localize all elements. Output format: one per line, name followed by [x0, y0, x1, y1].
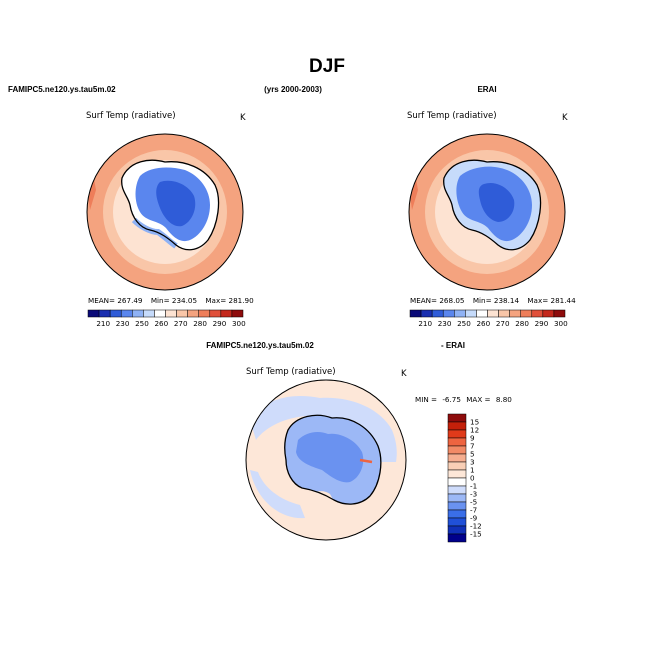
colorbar-tick-label: 9: [470, 434, 475, 443]
colorbar-tick-label: 210: [418, 319, 432, 328]
colorbar-swatch: [447, 501, 467, 511]
colorbar-swatch: [209, 309, 222, 318]
colorbar-swatch: [109, 309, 122, 318]
colorbar-swatch: [420, 309, 433, 318]
colorbar-swatch: [531, 309, 544, 318]
colorbar-tick-label: 260: [154, 319, 168, 328]
colorbar-tick-label: 290: [535, 319, 549, 328]
colorbar-swatch: [154, 309, 166, 318]
colorbar-swatch: [143, 309, 155, 318]
colorbar-swatch: [520, 309, 533, 318]
colorbar-tick-label: 290: [213, 319, 227, 328]
header-years: (yrs 2000-2003): [264, 85, 322, 94]
colorbar-tick-label: 3: [470, 458, 475, 467]
colorbar-swatch: [231, 309, 244, 318]
panel-erai-map: [408, 133, 566, 291]
colorbar-tick-label: 280: [193, 319, 207, 328]
colorbar-swatch: [553, 309, 566, 318]
colorbar-swatch: [447, 413, 467, 423]
header-model-name: FAMIPC5.ne120.ys.tau5m.02: [8, 85, 116, 94]
colorbar-swatch: [98, 309, 111, 318]
panel-diff-map: [245, 379, 407, 541]
colorbar-swatch: [120, 309, 133, 318]
colorbar-swatch: [447, 533, 467, 543]
figure-title: DJF: [309, 56, 345, 77]
colorbar-tick-label: 0: [470, 474, 475, 483]
header-diff-obs: - ERAI: [441, 341, 465, 350]
panel-diff-variable: Surf Temp (radiative): [246, 367, 336, 377]
colorbar-tick-label: 15: [470, 418, 479, 427]
colorbar-swatch: [454, 309, 466, 318]
colorbar-swatch: [487, 309, 499, 318]
colorbar-swatch: [409, 309, 422, 318]
colorbar-swatch: [465, 309, 477, 318]
panel-model-stats: MEAN= 267.49 Min= 234.05 Max= 281.90: [88, 296, 254, 305]
colorbar-swatch: [447, 429, 467, 439]
colorbar-swatch: [447, 437, 467, 447]
colorbar-tick-label: 1: [470, 466, 475, 475]
panel-erai-stats: MEAN= 268.05 Min= 238.14 Max= 281.44: [410, 296, 576, 305]
colorbar-tick-label: -9: [470, 514, 478, 523]
colorbar-swatch: [132, 309, 144, 318]
colorbar-tick-label: 210: [96, 319, 110, 328]
panel-diff-stats: MIN = -6.75 MAX = 8.80: [415, 395, 512, 404]
colorbar-tick-label: 250: [135, 319, 149, 328]
colorbar-tick-label: -15: [470, 530, 482, 539]
panel-diff-units: K: [401, 369, 407, 379]
colorbar-swatch: [442, 309, 455, 318]
colorbar-swatch: [447, 525, 467, 535]
colorbar-tick-label: 260: [476, 319, 490, 328]
colorbar-tick-label: 230: [116, 319, 130, 328]
colorbar-tick-label: -3: [470, 490, 477, 499]
colorbar-tick-label: 280: [515, 319, 529, 328]
colorbar-tick-label: 7: [470, 442, 475, 451]
colorbar-swatch: [220, 309, 233, 318]
colorbar-tick-label: 250: [457, 319, 471, 328]
colorbar-swatch: [447, 517, 467, 527]
panel-erai-colorbar: 210 230 250 260 270 280 290 300: [409, 309, 568, 328]
panel-model-map: [86, 133, 244, 291]
colorbar-tick-label: 12: [470, 426, 479, 435]
colorbar-swatch: [447, 509, 467, 519]
panel-model-variable: Surf Temp (radiative): [86, 111, 176, 121]
colorbar-tick-label: 300: [232, 319, 246, 328]
panel-model-units: K: [240, 113, 246, 123]
colorbar-swatch: [447, 469, 467, 479]
panel-model-colorbar: 210 230 250 260 270 280 290 300: [87, 309, 246, 328]
colorbar-swatch: [447, 485, 467, 495]
colorbar-tick-label: 270: [174, 319, 188, 328]
header-diff-model: FAMIPC5.ne120.ys.tau5m.02: [206, 341, 314, 350]
colorbar-swatch: [447, 461, 467, 471]
colorbar-swatch: [431, 309, 444, 318]
colorbar-swatch: [509, 309, 521, 318]
colorbar-swatch: [447, 477, 467, 487]
colorbar-swatch: [198, 309, 211, 318]
colorbar-tick-label: -7: [470, 506, 477, 515]
colorbar-swatch: [498, 309, 510, 318]
colorbar-swatch: [447, 453, 467, 463]
colorbar-swatch: [447, 421, 467, 431]
colorbar-swatch: [447, 445, 467, 455]
colorbar-swatch: [176, 309, 188, 318]
colorbar-tick-label: 300: [554, 319, 568, 328]
colorbar-tick-label: -1: [470, 482, 477, 491]
colorbar-swatch: [187, 309, 199, 318]
colorbar-swatch: [542, 309, 555, 318]
panel-erai-units: K: [562, 113, 568, 123]
colorbar-tick-label: 5: [470, 450, 475, 459]
colorbar-tick-label: -12: [470, 522, 482, 531]
colorbar-tick-label: 270: [496, 319, 510, 328]
colorbar-swatch: [447, 493, 467, 503]
colorbar-tick-label: -5: [470, 498, 477, 507]
panel-erai-variable: Surf Temp (radiative): [407, 111, 497, 121]
colorbar-swatch: [165, 309, 177, 318]
colorbar-swatch: [476, 309, 488, 318]
header-obs-name: ERAI: [477, 85, 496, 94]
colorbar-tick-label: 230: [438, 319, 452, 328]
colorbar-swatch: [87, 309, 100, 318]
